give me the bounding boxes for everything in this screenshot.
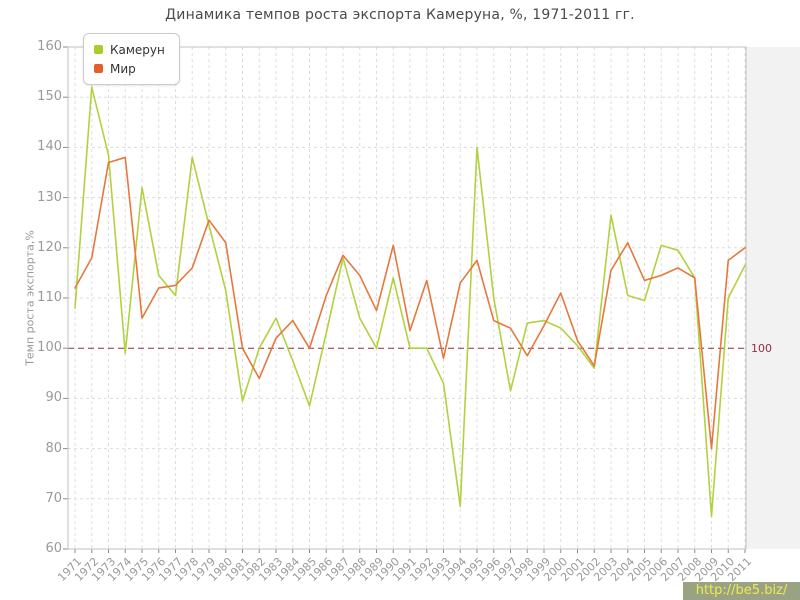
y-axis-label: 140 (37, 139, 62, 155)
plot-border (67, 46, 747, 550)
legend-label-world: Мир (110, 61, 136, 76)
y-axis-label: 150 (37, 89, 62, 105)
y-axis-label: 160 (37, 39, 62, 54)
y-axis-label: 80 (45, 440, 62, 456)
world-series-swatch-icon (94, 64, 103, 73)
series-line-cameroon (74, 86, 746, 518)
legend-item-world[interactable]: Мир (94, 59, 165, 78)
reference-line-label: 100 (751, 342, 772, 355)
y-axis-label: 70 (45, 490, 62, 506)
y-axis-label: 130 (37, 189, 62, 205)
legend-label-cameroon: Камерун (110, 42, 165, 57)
series-line-world (74, 156, 746, 450)
legend-item-cameroon[interactable]: Камерун (94, 40, 165, 59)
y-axis-label: 90 (45, 390, 62, 406)
y-axis-label: 60 (45, 541, 62, 556)
watermark-link[interactable]: http://be5.biz/ (683, 582, 800, 600)
legend-box: Камерун Мир (83, 33, 180, 85)
right-margin-panel (746, 47, 800, 549)
y-axis-label: 120 (37, 239, 62, 255)
cameroon-series-swatch-icon (94, 45, 103, 54)
y-axis-label: 100 (37, 340, 62, 356)
y-axis-label: 110 (37, 290, 62, 305)
chart-title: Динамика темпов роста экспорта Камеруна,… (165, 7, 635, 23)
